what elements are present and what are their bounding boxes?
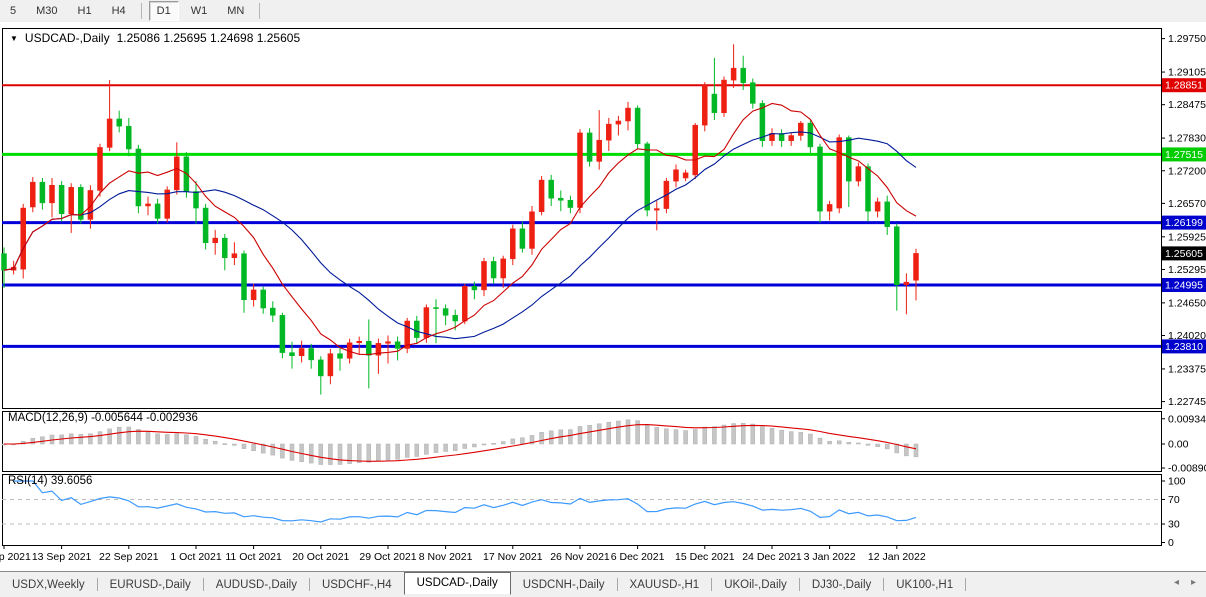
- rsi-axis: 100 70 30 0: [1161, 476, 1186, 549]
- svg-text:1.28851: 1.28851: [1165, 80, 1203, 92]
- svg-text:-0.008901: -0.008901: [1168, 463, 1206, 475]
- svg-text:70: 70: [1168, 494, 1180, 506]
- svg-text:1.29750: 1.29750: [1168, 33, 1206, 45]
- macd-axis: 0.009345 0.00 -0.008901: [1161, 413, 1206, 475]
- tab-scroll-right-icon[interactable]: ▸: [1190, 577, 1196, 588]
- svg-text:24 Dec 2021: 24 Dec 2021: [742, 551, 802, 563]
- svg-text:29 Oct 2021: 29 Oct 2021: [359, 551, 416, 563]
- candles-group: [1, 44, 919, 395]
- macd-histogram: [1, 419, 919, 465]
- svg-text:1.25925: 1.25925: [1168, 231, 1206, 243]
- svg-text:3 Jan 2022: 3 Jan 2022: [804, 551, 856, 563]
- tab-divider: [96, 578, 98, 591]
- svg-text:1.27515: 1.27515: [1165, 149, 1203, 161]
- svg-text:1.22745: 1.22745: [1168, 396, 1206, 408]
- svg-text:1.24020: 1.24020: [1168, 330, 1206, 342]
- svg-text:3 Sep 2021: 3 Sep 2021: [0, 551, 31, 563]
- svg-text:1.23810: 1.23810: [1165, 341, 1203, 353]
- toolbar-divider: [140, 3, 142, 19]
- symbol-dropdown-icon[interactable]: ▼: [10, 33, 18, 43]
- svg-text:1.27200: 1.27200: [1168, 165, 1206, 177]
- tab-usdcad-daily[interactable]: USDCAD-,Daily: [403, 572, 511, 595]
- svg-text:0.00: 0.00: [1168, 439, 1189, 451]
- svg-text:20 Oct 2021: 20 Oct 2021: [292, 551, 349, 563]
- svg-text:1.26570: 1.26570: [1168, 198, 1206, 210]
- tab-divider: [965, 578, 967, 591]
- pane-frames: [2, 28, 1162, 546]
- chart-tab-bar: USDX,Weekly EURUSD-,Daily AUDUSD-,Daily USD…: [0, 571, 1206, 597]
- timeframe-button-5[interactable]: 5: [10, 5, 17, 17]
- toolbar-divider: [259, 3, 261, 19]
- svg-text:22 Sep 2021: 22 Sep 2021: [99, 551, 159, 563]
- svg-text:1.26199: 1.26199: [1165, 217, 1203, 229]
- svg-text:6 Dec 2021: 6 Dec 2021: [611, 551, 665, 563]
- price-axis: 1.29750 1.29105 1.28475 1.27830 1.27200 1.265…: [1161, 33, 1206, 408]
- tab-scroll-left-icon[interactable]: ◂: [1173, 577, 1179, 588]
- chart-symbol-label: USDCAD-,Daily: [24, 31, 110, 45]
- tab-divider: [308, 578, 310, 591]
- tab-xauusd-h1[interactable]: XAUUSD-,H1: [629, 578, 700, 591]
- price-tag: 1.28851: [1162, 78, 1206, 93]
- svg-text:1.25605: 1.25605: [1165, 248, 1203, 260]
- svg-text:100: 100: [1168, 476, 1186, 488]
- macd-signal-line: [4, 424, 917, 462]
- tab-divider: [798, 578, 800, 591]
- svg-text:1.24995: 1.24995: [1165, 280, 1203, 292]
- timeframe-button-d1[interactable]: D1: [148, 1, 179, 21]
- chart-window: 1.29750 1.29105 1.28475 1.27830 1.27200 1.265…: [0, 22, 1206, 571]
- rsi-indicator-label: RSI(14) 39.6056: [8, 475, 93, 487]
- timeframe-button-h4[interactable]: H4: [111, 5, 126, 17]
- price-tag: 1.23810: [1162, 339, 1206, 354]
- svg-text:13 Sep 2021: 13 Sep 2021: [32, 551, 92, 563]
- svg-text:1 Oct 2021: 1 Oct 2021: [170, 551, 222, 563]
- svg-text:15 Dec 2021: 15 Dec 2021: [675, 551, 735, 563]
- price-chart-canvas[interactable]: 1.29750 1.29105 1.28475 1.27830 1.27200 1.265…: [0, 22, 1206, 571]
- price-tag: 1.24995: [1162, 278, 1206, 292]
- tab-divider: [711, 578, 713, 591]
- timeframe-toolbar: 5 M30 H1 H4 D1 W1 MN: [0, 0, 1206, 23]
- tab-dj30-daily[interactable]: DJ30-,Daily: [811, 578, 872, 591]
- chart-title: ▼ USDCAD-,Daily 1.25086 1.25695 1.24698 …: [10, 31, 300, 45]
- rsi-line: [13, 480, 917, 523]
- tab-audusd-daily[interactable]: AUDUSD-,Daily: [215, 578, 297, 591]
- tab-eurusd-daily[interactable]: EURUSD-,Daily: [109, 578, 191, 591]
- tab-divider: [616, 578, 618, 591]
- svg-text:17 Nov 2021: 17 Nov 2021: [483, 551, 543, 563]
- tab-uk100-h1[interactable]: UK100-,H1: [896, 578, 954, 591]
- svg-text:0.009345: 0.009345: [1168, 413, 1206, 425]
- moving-averages: [3, 102, 917, 356]
- timeframe-button-m30[interactable]: M30: [36, 5, 58, 17]
- chart-ohlc-values: 1.25086 1.25695 1.24698 1.25605: [116, 31, 301, 45]
- svg-text:8 Nov 2021: 8 Nov 2021: [419, 551, 473, 563]
- timeframe-button-mn[interactable]: MN: [227, 5, 245, 17]
- timeframe-button-h1[interactable]: H1: [77, 5, 92, 17]
- tab-usdcnh-daily[interactable]: USDCNH-,Daily: [522, 578, 605, 591]
- svg-text:30: 30: [1168, 519, 1180, 531]
- tab-ukoil-daily[interactable]: UKOil-,Daily: [724, 578, 787, 591]
- tab-usdchf-h4[interactable]: USDCHF-,H4: [321, 578, 392, 591]
- svg-text:26 Nov 2021: 26 Nov 2021: [550, 551, 610, 563]
- svg-text:11 Oct 2021: 11 Oct 2021: [225, 551, 282, 563]
- svg-text:1.29105: 1.29105: [1168, 67, 1206, 79]
- price-tag: 1.26199: [1162, 215, 1206, 230]
- timeframe-button-w1[interactable]: W1: [190, 5, 208, 17]
- svg-text:0: 0: [1168, 537, 1174, 549]
- svg-text:1.23375: 1.23375: [1168, 363, 1206, 375]
- tab-scroll-arrows: ◂ ▸: [1174, 577, 1196, 589]
- svg-text:12 Jan 2022: 12 Jan 2022: [868, 551, 926, 563]
- price-tag: 1.27515: [1162, 147, 1206, 162]
- tab-divider: [883, 578, 885, 591]
- svg-text:1.24650: 1.24650: [1168, 297, 1206, 309]
- tab-divider: [202, 578, 204, 591]
- tab-usdx-weekly[interactable]: USDX,Weekly: [12, 578, 85, 591]
- macd-indicator-label: MACD(12,26,9) -0.005644 -0.002936: [8, 412, 198, 424]
- svg-text:1.25295: 1.25295: [1168, 264, 1206, 276]
- svg-text:1.28475: 1.28475: [1168, 99, 1206, 111]
- svg-text:1.27830: 1.27830: [1168, 133, 1206, 145]
- price-tag: 1.25605: [1162, 246, 1206, 261]
